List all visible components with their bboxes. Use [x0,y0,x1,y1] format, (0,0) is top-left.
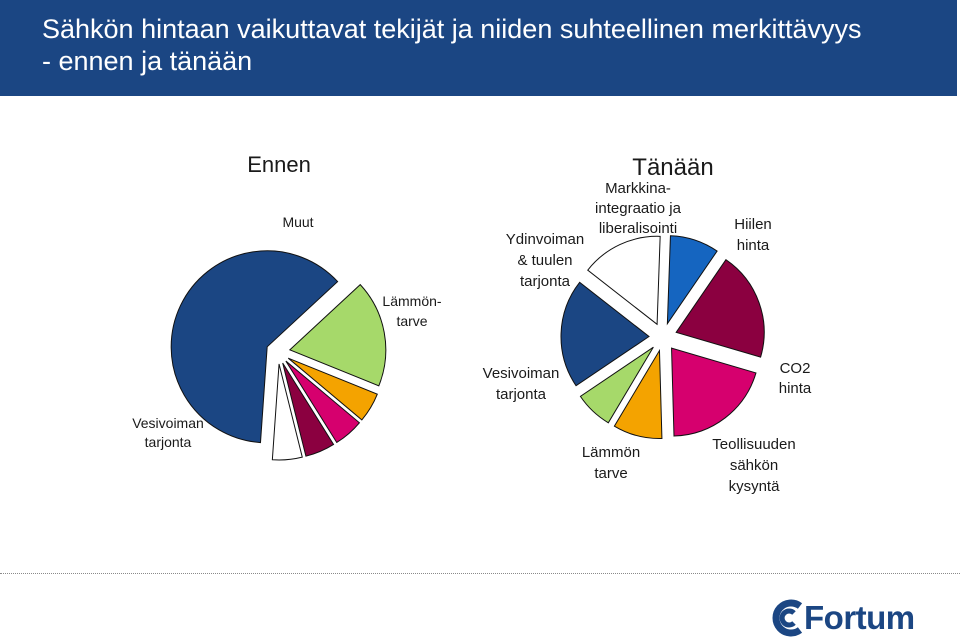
tanaan-slice-1 [675,258,765,358]
tanaan-title: Tänään [632,154,713,181]
ennen-slice-1 [288,283,387,387]
label-markkina-1: Markkina- [605,180,671,197]
pie-ennen [170,250,387,461]
slide-title: Sähkön hintaan vaikuttavat tekijät ja ni… [42,14,862,76]
ennen-slice-0 [170,250,339,444]
label-vesivoima-ennen-1: Vesivoiman [132,415,204,431]
label-lammon-tarve-tanaan-1: Lämmön [582,444,640,461]
tanaan-slice-4 [579,346,654,424]
label-ydin-3: tarjonta [520,273,571,290]
tanaan-slice-6 [587,235,661,326]
ennen-slice-2 [287,357,378,421]
ennen-title: Ennen [247,152,311,177]
label-lammon-tarve-ennen-1: Lämmön- [382,293,441,309]
tanaan-slice-5 [560,281,650,387]
label-hiilen-2: hinta [737,237,770,254]
label-teollisuus-3: kysyntä [729,478,781,495]
footer-divider [0,573,960,574]
tanaan-slice-2 [671,347,757,437]
label-teollisuus-1: Teollisuuden [712,436,795,453]
label-vesivoima-ennen-2: tarjonta [145,434,192,450]
fortum-logo-text: Fortum [804,599,915,636]
label-ydin-2: & tuulen [517,252,572,269]
label-muut: Muut [282,214,313,230]
label-lammon-tarve-ennen-2: tarve [396,313,427,329]
label-teollisuus-2: sähkön [730,457,778,474]
label-lammon-tarve-tanaan-2: tarve [594,465,627,482]
tanaan-slice-0 [666,235,718,326]
ennen-slice-3 [285,360,361,444]
label-markkina-2: integraatio ja [595,200,682,217]
label-co2-1: CO2 [780,360,811,377]
ennen-slice-5 [271,363,303,461]
ennen-slice-4 [282,362,335,457]
pie-tanaan [560,235,765,440]
fortum-logo: Fortum [771,598,941,638]
label-vesivoima-tanaan-2: tarjonta [496,386,547,403]
label-markkina-3: liberalisointi [599,220,677,237]
tanaan-slice-3 [613,348,663,440]
label-co2-2: hinta [779,380,812,397]
fortum-logo-icon [772,599,803,637]
label-hiilen-1: Hiilen [734,216,772,233]
header-bar: Sähkön hintaan vaikuttavat tekijät ja ni… [0,0,957,96]
label-ydin-1: Ydinvoiman [506,231,584,248]
label-vesivoima-tanaan-1: Vesivoiman [483,365,560,382]
